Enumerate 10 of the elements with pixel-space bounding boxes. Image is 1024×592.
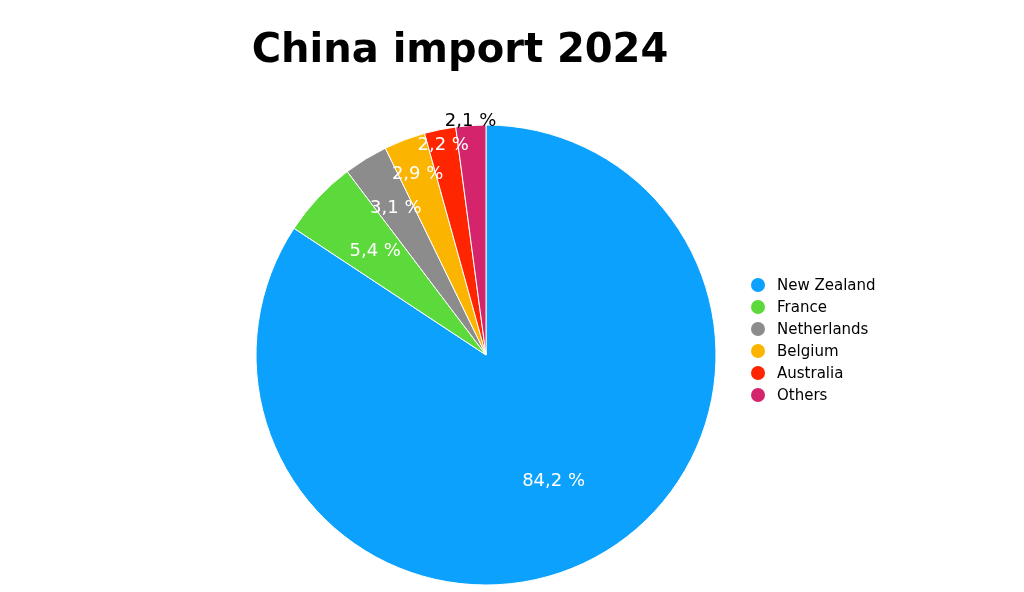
legend-label: Others	[777, 385, 828, 404]
data-label: 5,4 %	[349, 239, 401, 261]
chart-title: China import 2024	[251, 25, 669, 71]
data-label: 84,2 %	[522, 468, 586, 490]
legend-label: Netherlands	[777, 319, 869, 338]
legend-label: Belgium	[777, 341, 839, 360]
legend-label: France	[777, 297, 827, 316]
data-label: 2,1 %	[444, 108, 497, 130]
legend-label: New Zealand	[777, 275, 876, 294]
legend-label: Australia	[777, 363, 844, 382]
